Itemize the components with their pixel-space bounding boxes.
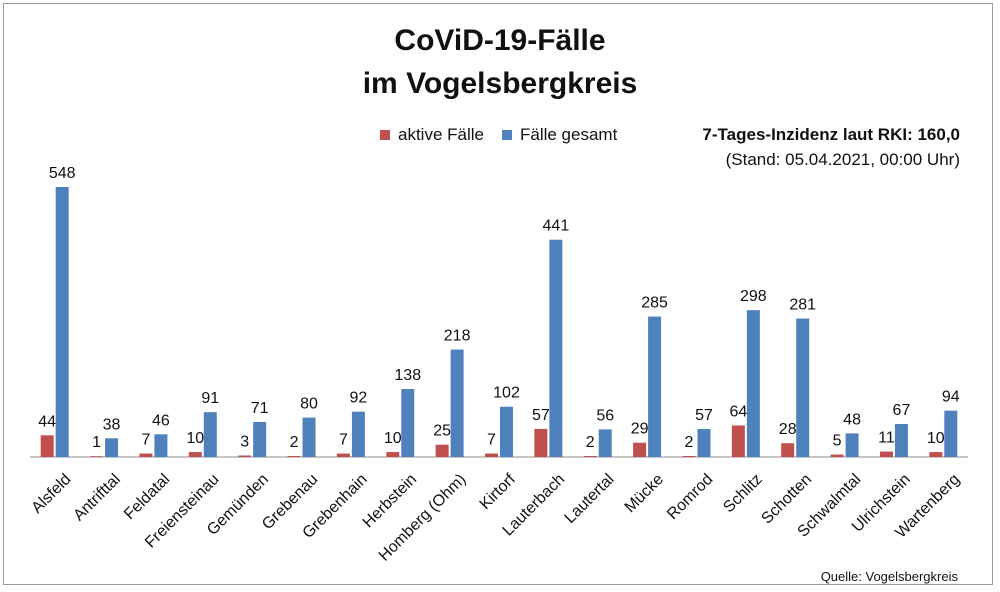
data-label-total: 91 <box>201 390 219 407</box>
data-label-total: 138 <box>394 367 421 384</box>
bar-total <box>302 417 316 457</box>
data-label-total: 285 <box>641 295 668 312</box>
chart-frame <box>3 3 993 585</box>
data-label-total: 46 <box>152 412 170 429</box>
category-label: Alsfeld <box>29 471 75 517</box>
data-label-total: 441 <box>543 218 570 235</box>
data-label-total: 38 <box>103 416 121 433</box>
data-label-total: 298 <box>740 288 767 305</box>
bar-total <box>253 422 267 457</box>
bar-total <box>796 318 810 457</box>
bar-active <box>485 453 498 457</box>
bar-total <box>944 410 958 457</box>
bar-active <box>287 456 301 457</box>
data-label-total: 92 <box>349 390 367 407</box>
source-note: Quelle: Vogelsbergkreis <box>820 569 958 584</box>
data-label-active: 1 <box>92 434 101 451</box>
category-label: Schlitz <box>720 471 765 516</box>
data-label-active: 10 <box>927 430 945 447</box>
legend-label-active: aktive Fälle <box>398 125 484 144</box>
legend-item-active: aktive Fälle <box>380 125 484 145</box>
category-label: Antrifttal <box>70 471 124 525</box>
bar-active <box>188 452 202 457</box>
data-label-total: 80 <box>300 396 318 413</box>
data-label-active: 28 <box>779 421 797 438</box>
bar-total <box>746 310 760 457</box>
data-label-total: 102 <box>493 385 520 402</box>
bar-total <box>401 389 415 457</box>
bar-active <box>139 453 153 457</box>
incidence-title: 7-Tages-Inzidenz laut RKI: 160,0 <box>702 125 960 144</box>
data-label-active: 7 <box>141 432 150 449</box>
data-label-active: 57 <box>532 407 550 424</box>
data-label-active: 2 <box>685 434 694 451</box>
data-label-active: 7 <box>487 432 496 449</box>
bar-total <box>598 429 612 457</box>
bar-total <box>203 412 217 457</box>
bar-active <box>435 444 449 457</box>
data-label-total: 56 <box>596 407 614 424</box>
data-label-total: 94 <box>942 389 960 406</box>
bar-active <box>386 452 400 457</box>
chart-title-line1: CoViD-19-Fälle <box>394 24 606 57</box>
data-label-active: 10 <box>384 430 402 447</box>
data-label-active: 44 <box>38 413 56 430</box>
data-label-total: 281 <box>789 297 816 314</box>
bar-active <box>781 443 795 457</box>
bar-total <box>648 316 662 457</box>
bar-active <box>682 456 696 457</box>
bar-total <box>845 433 859 457</box>
legend-item-total: Fälle gesamt <box>501 125 618 145</box>
bar-active <box>633 442 647 457</box>
bar-active <box>336 453 350 457</box>
data-label-active: 25 <box>433 423 451 440</box>
bar-active <box>929 452 943 457</box>
category-label: Lautertal <box>562 471 618 527</box>
bar-total <box>697 428 711 457</box>
data-label-total: 548 <box>49 165 76 182</box>
bar-active <box>830 454 844 457</box>
category-label: Homberg (Ohm) <box>376 471 470 565</box>
bar-total <box>500 406 513 457</box>
legend: aktive Fälle Fälle gesamt <box>380 125 635 145</box>
legend-swatch-total <box>501 130 512 140</box>
bar-total <box>450 349 464 457</box>
data-label-active: 11 <box>878 430 895 447</box>
data-label-total: 218 <box>444 328 471 345</box>
bar-active <box>879 451 893 457</box>
legend-swatch-active <box>380 130 390 140</box>
bar-active <box>90 456 104 457</box>
bar-total <box>55 187 69 457</box>
data-label-active: 2 <box>290 434 299 451</box>
incidence-date: (Stand: 05.04.2021, 00:00 Uhr) <box>725 150 960 169</box>
incidence-box: 7-Tages-Inzidenz laut RKI: 160,0 (Stand:… <box>702 122 960 172</box>
bar-total <box>894 423 908 457</box>
category-label: Romrod <box>664 471 716 523</box>
category-label: Kirtorf <box>477 470 520 513</box>
data-label-active: 3 <box>240 434 249 451</box>
bar-active <box>583 456 597 457</box>
bar-total <box>105 438 119 457</box>
bar-total <box>154 434 168 457</box>
bar-total <box>351 411 365 457</box>
legend-label-total: Fälle gesamt <box>519 125 618 144</box>
data-label-active: 2 <box>586 434 595 451</box>
bar-active <box>534 428 548 457</box>
bar-active <box>731 425 745 457</box>
category-label: Mücke <box>622 471 667 516</box>
data-label-active: 64 <box>729 403 747 420</box>
bar-total <box>549 239 563 457</box>
data-label-total: 67 <box>893 402 911 419</box>
data-label-active: 7 <box>339 432 348 449</box>
data-label-active: 5 <box>833 433 842 450</box>
chart-title-line2: im Vogelsbergkreis <box>362 67 638 100</box>
data-label-active: 10 <box>186 430 204 447</box>
data-label-total: 48 <box>843 411 861 428</box>
data-label-active: 29 <box>631 421 649 438</box>
bar-active <box>40 435 54 457</box>
bar-active <box>238 455 252 457</box>
data-label-total: 71 <box>251 400 269 417</box>
data-label-total: 57 <box>695 407 713 424</box>
